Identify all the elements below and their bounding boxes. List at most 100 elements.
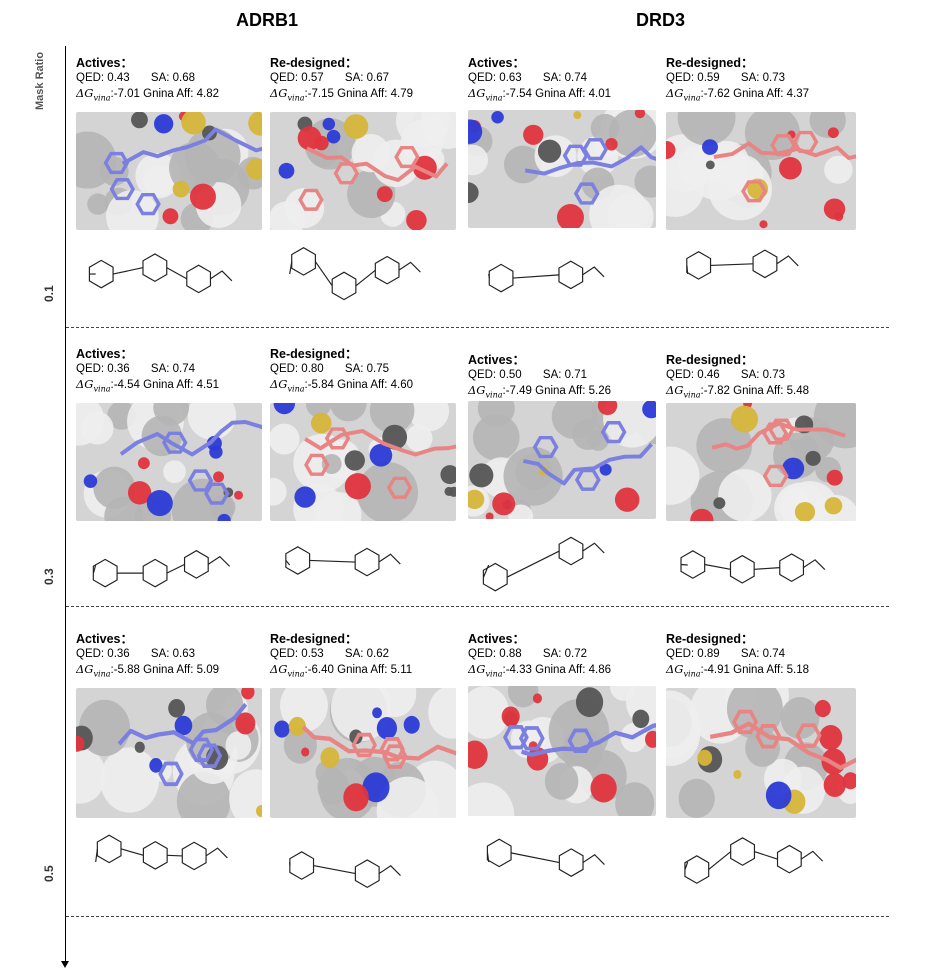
sa-value: SA: 0.67 bbox=[344, 72, 390, 84]
panel-title: Re-designed： bbox=[270, 56, 358, 70]
metrics-line-1: QED: 0.88 SA: 0.72 bbox=[468, 647, 611, 662]
molecule-structure-diagram bbox=[270, 521, 456, 609]
gnina-value: Gnina Aff: 4.82 bbox=[143, 88, 219, 100]
qed-value: QED: 0.50 bbox=[468, 369, 522, 381]
gnina-value: Gnina Aff: 5.11 bbox=[337, 664, 413, 676]
docking-pose-image bbox=[468, 401, 656, 519]
column-header-drd3: DRD3 bbox=[636, 10, 686, 30]
gnina-value: Gnina Aff: 4.60 bbox=[337, 379, 413, 391]
docking-pose-image bbox=[76, 112, 262, 230]
qed-value: QED: 0.53 bbox=[270, 648, 324, 660]
ratio-label-row-2: 0.3 bbox=[42, 568, 56, 585]
delta-g-value: :-7.62 bbox=[700, 88, 730, 100]
delta-g-symbol: ΔGvina bbox=[468, 383, 503, 400]
docking-pose-image bbox=[666, 112, 856, 230]
delta-g-value: :-5.84 bbox=[304, 379, 334, 391]
docking-pose-image bbox=[270, 688, 456, 818]
qed-value: QED: 0.88 bbox=[468, 648, 522, 660]
metrics-line-2: ΔGvina:-7.54 Gnina Aff: 4.01 bbox=[468, 86, 611, 105]
delta-g-symbol: ΔGvina bbox=[666, 383, 701, 400]
delta-g-symbol: ΔGvina bbox=[666, 86, 701, 103]
sa-value: SA: 0.63 bbox=[150, 648, 196, 660]
metrics-line-2: ΔGvina:-4.33 Gnina Aff: 4.86 bbox=[468, 662, 611, 681]
delta-g-value: :-7.82 bbox=[700, 385, 730, 397]
delta-g-value: :-7.54 bbox=[502, 88, 532, 100]
metrics-line-2: ΔGvina:-7.01 Gnina Aff: 4.82 bbox=[76, 86, 219, 105]
qed-value: QED: 0.59 bbox=[666, 72, 720, 84]
delta-g-symbol: ΔGvina bbox=[270, 662, 305, 679]
panel-title: Actives： bbox=[76, 347, 133, 361]
panel-title: Actives： bbox=[76, 56, 133, 70]
gnina-value: Gnina Aff: 4.79 bbox=[337, 88, 413, 100]
qed-value: QED: 0.63 bbox=[468, 72, 522, 84]
docking-pose-image bbox=[270, 403, 456, 521]
delta-g-value: :-4.33 bbox=[502, 664, 532, 676]
sa-value: SA: 0.74 bbox=[150, 363, 196, 375]
ratio-label-row-1: 0.1 bbox=[42, 285, 56, 302]
gnina-value: Gnina Aff: 4.51 bbox=[143, 379, 219, 391]
metrics-line-1: QED: 0.46 SA: 0.73 bbox=[666, 368, 809, 383]
sa-value: SA: 0.71 bbox=[542, 369, 588, 381]
molecule-structure-diagram bbox=[270, 818, 456, 906]
docking-pose-image bbox=[468, 686, 656, 816]
panel-row2-col1: Actives： QED: 0.36 SA: 0.74 ΔGvina:-4.54… bbox=[76, 343, 219, 396]
molecule-structure-diagram bbox=[76, 521, 262, 609]
molecule-structure-diagram bbox=[76, 230, 262, 318]
delta-g-symbol: ΔGvina bbox=[76, 86, 111, 103]
sa-value: SA: 0.74 bbox=[740, 648, 786, 660]
column-header-adrb1: ADRB1 bbox=[236, 10, 299, 30]
molecule-structure-diagram bbox=[468, 521, 656, 609]
panel-row1-col3: Actives： QED: 0.63 SA: 0.74 ΔGvina:-7.54… bbox=[468, 52, 611, 105]
panel-row3-col1: Actives： QED: 0.36 SA: 0.63 ΔGvina:-5.88… bbox=[76, 628, 219, 681]
delta-g-value: :-4.91 bbox=[700, 664, 730, 676]
row-separator bbox=[66, 606, 889, 607]
metrics-line-1: QED: 0.89 SA: 0.74 bbox=[666, 647, 809, 662]
metrics-line-2: ΔGvina:-7.49 Gnina Aff: 5.26 bbox=[468, 383, 611, 402]
metrics-line-2: ΔGvina:-7.82 Gnina Aff: 5.48 bbox=[666, 383, 809, 402]
delta-g-symbol: ΔGvina bbox=[666, 662, 701, 679]
panel-title: Re-designed： bbox=[666, 353, 754, 367]
sa-value: SA: 0.74 bbox=[542, 72, 588, 84]
panel-title: Actives： bbox=[468, 353, 525, 367]
molecule-structure-diagram bbox=[468, 230, 656, 318]
panel-title: Actives： bbox=[468, 632, 525, 646]
metrics-line-2: ΔGvina:-4.91 Gnina Aff: 5.18 bbox=[666, 662, 809, 681]
panel-row3-col3: Actives： QED: 0.88 SA: 0.72 ΔGvina:-4.33… bbox=[468, 628, 611, 681]
qed-value: QED: 0.89 bbox=[666, 648, 720, 660]
metrics-line-1: QED: 0.50 SA: 0.71 bbox=[468, 368, 611, 383]
metrics-line-2: ΔGvina:-7.62 Gnina Aff: 4.37 bbox=[666, 86, 809, 105]
gnina-value: Gnina Aff: 5.09 bbox=[143, 664, 219, 676]
sa-value: SA: 0.73 bbox=[740, 72, 786, 84]
delta-g-value: :-4.54 bbox=[110, 379, 140, 391]
axis-line bbox=[65, 46, 66, 964]
axis-label: Mask Ratio bbox=[34, 51, 46, 110]
panel-row3-col2: Re-designed： QED: 0.53 SA: 0.62 ΔGvina:-… bbox=[270, 628, 412, 681]
panel-title: Actives： bbox=[76, 632, 133, 646]
metrics-line-2: ΔGvina:-5.84 Gnina Aff: 4.60 bbox=[270, 377, 413, 396]
metrics-line-1: QED: 0.36 SA: 0.63 bbox=[76, 647, 219, 662]
gnina-value: Gnina Aff: 4.37 bbox=[733, 88, 809, 100]
ratio-label-row-3: 0.5 bbox=[42, 865, 56, 882]
metrics-line-1: QED: 0.36 SA: 0.74 bbox=[76, 362, 219, 377]
qed-value: QED: 0.57 bbox=[270, 72, 324, 84]
panel-row2-col4: Re-designed： QED: 0.46 SA: 0.73 ΔGvina:-… bbox=[666, 349, 809, 402]
qed-value: QED: 0.43 bbox=[76, 72, 130, 84]
metrics-line-1: QED: 0.53 SA: 0.62 bbox=[270, 647, 412, 662]
docking-pose-image bbox=[666, 688, 856, 818]
delta-g-value: :-7.49 bbox=[502, 385, 532, 397]
molecule-structure-diagram bbox=[468, 818, 656, 906]
docking-pose-image bbox=[666, 403, 856, 521]
delta-g-symbol: ΔGvina bbox=[468, 86, 503, 103]
metrics-line-1: QED: 0.43 SA: 0.68 bbox=[76, 71, 219, 86]
sa-value: SA: 0.62 bbox=[344, 648, 390, 660]
sa-value: SA: 0.75 bbox=[344, 363, 390, 375]
delta-g-value: :-5.88 bbox=[110, 664, 140, 676]
sa-value: SA: 0.68 bbox=[150, 72, 196, 84]
molecule-structure-diagram bbox=[270, 230, 456, 318]
panel-row3-col4: Re-designed： QED: 0.89 SA: 0.74 ΔGvina:-… bbox=[666, 628, 809, 681]
docking-pose-image bbox=[76, 688, 262, 818]
metrics-line-2: ΔGvina:-7.15 Gnina Aff: 4.79 bbox=[270, 86, 413, 105]
panel-title: Actives： bbox=[468, 56, 525, 70]
gnina-value: Gnina Aff: 4.01 bbox=[535, 88, 611, 100]
metrics-line-2: ΔGvina:-6.40 Gnina Aff: 5.11 bbox=[270, 662, 412, 681]
